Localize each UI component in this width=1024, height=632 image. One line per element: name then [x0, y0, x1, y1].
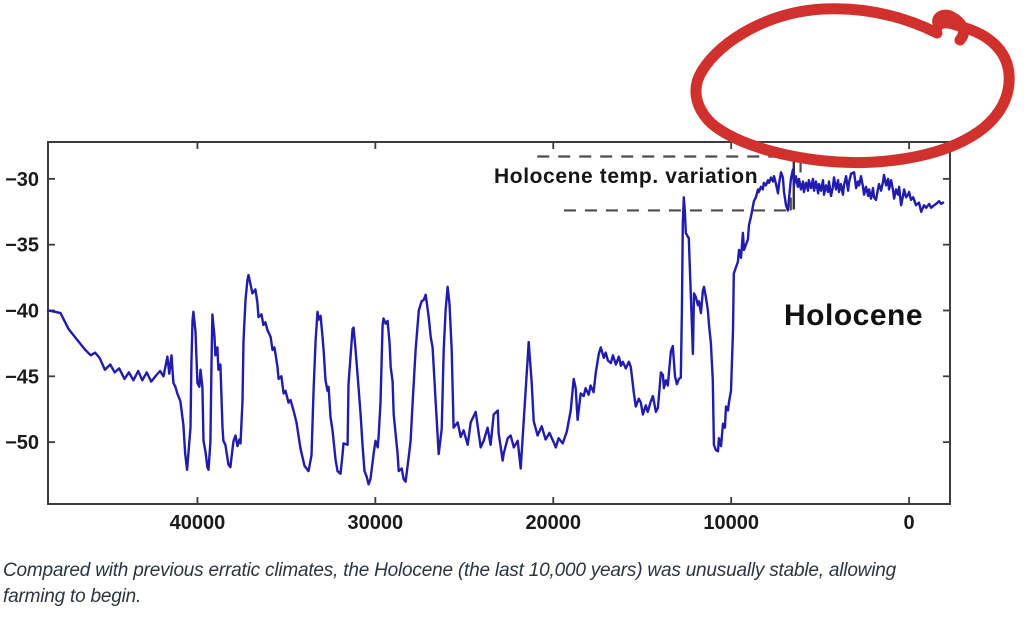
range-annotation-label: Holocene temp. variation: [494, 165, 759, 188]
y-tick-label: −35: [5, 235, 39, 257]
plot-frame: [47, 141, 951, 505]
caption-line-1: Compared with previous erratic climates,…: [3, 560, 896, 581]
y-tick-label: −40: [5, 300, 39, 322]
caption-line-2: farming to begin.: [3, 586, 142, 607]
temperature-line: [46, 168, 945, 486]
x-tick-label: 0: [904, 512, 915, 534]
x-tick-label: 40000: [170, 512, 226, 534]
y-tick-label: −30: [5, 169, 39, 191]
x-tick-label: 20000: [525, 512, 581, 534]
y-tick-label: −45: [5, 366, 39, 388]
y-tick-label: −50: [5, 432, 39, 454]
holocene-period-label: Holocene: [784, 299, 924, 332]
figure-caption: Compared with previous erratic climates,…: [3, 558, 1003, 610]
x-tick-label: 10000: [703, 512, 759, 534]
x-tick-label: 30000: [348, 512, 404, 534]
